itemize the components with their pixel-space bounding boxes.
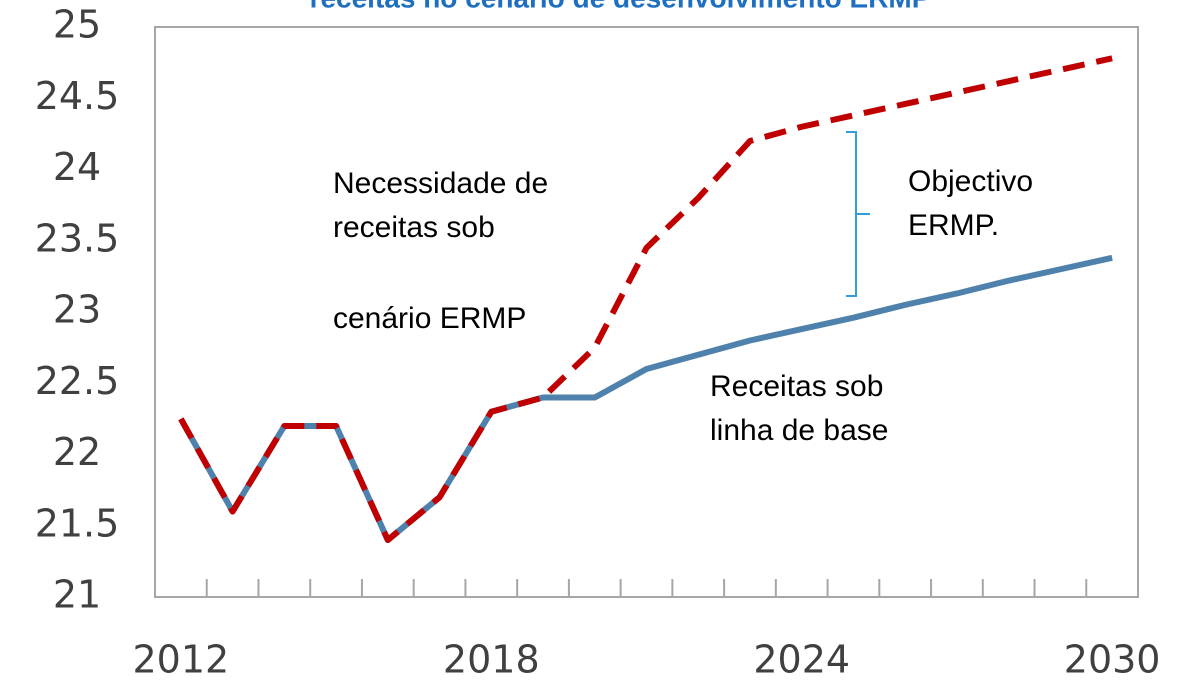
- x-tick-label: 2018: [443, 638, 540, 682]
- annotation: Necessidade de: [333, 167, 548, 200]
- x-tick-label: 2012: [133, 638, 230, 682]
- y-tick-label: 21: [53, 573, 101, 617]
- chart-title: receitas no cenário de desenvolvimento E…: [310, 0, 931, 13]
- y-tick-label: 22.5: [35, 359, 120, 403]
- y-tick-label: 24.5: [35, 74, 120, 118]
- y-tick-label: 22: [53, 430, 101, 474]
- annotation: receitas sob: [333, 211, 495, 244]
- annotation: linha de base: [710, 414, 888, 447]
- line-series: [178, 254, 1113, 543]
- annotation: Objectivo: [908, 165, 1033, 198]
- y-tick-label: 25: [53, 3, 101, 47]
- annotation: ERMP.: [908, 209, 999, 242]
- y-tick-label: 24: [53, 145, 101, 189]
- bracket: [846, 131, 870, 297]
- y-tick-label: 21.5: [35, 501, 120, 545]
- annotation: Receitas sob: [710, 370, 883, 403]
- x-tick-label: 2030: [1064, 638, 1161, 682]
- annotation: cenário ERMP: [333, 302, 526, 335]
- x-tick-label: 2024: [753, 638, 850, 682]
- y-tick-label: 23: [53, 288, 101, 332]
- line-series: [178, 55, 1113, 543]
- y-tick-label: 23.5: [35, 216, 120, 260]
- plot-frame: [154, 26, 1139, 598]
